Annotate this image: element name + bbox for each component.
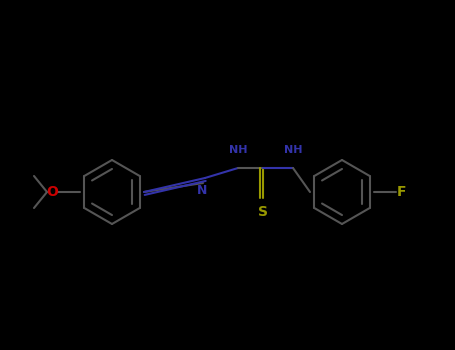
Text: O: O bbox=[46, 185, 58, 199]
Text: F: F bbox=[397, 185, 407, 199]
Text: S: S bbox=[258, 205, 268, 219]
Text: N: N bbox=[197, 183, 207, 196]
Text: NH: NH bbox=[229, 145, 247, 155]
Text: NH: NH bbox=[284, 145, 302, 155]
